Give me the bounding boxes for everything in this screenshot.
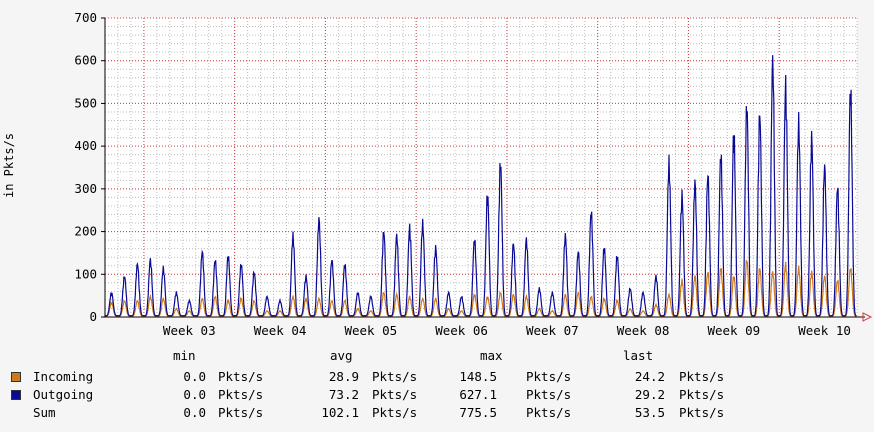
outgoing-min: 0.0: [183, 387, 206, 402]
legend-header-last: last: [623, 348, 654, 363]
outgoing-max: 627.1: [459, 387, 497, 402]
side-watermark: [864, 6, 872, 126]
sum-max: 775.5: [459, 405, 497, 420]
legend-table: min avg max last Incoming 0.0 Pkts/s 28.…: [0, 346, 874, 432]
outgoing-avg-unit: Pkts/s: [372, 387, 418, 402]
sum-min-unit: Pkts/s: [218, 405, 264, 420]
y-tick-label: 500: [74, 95, 97, 110]
y-tick-label: 0: [89, 309, 97, 324]
legend-header-avg: avg: [330, 348, 353, 363]
incoming-avg-unit: Pkts/s: [372, 369, 418, 384]
y-tick-label: 700: [74, 10, 97, 25]
legend-label-sum: Sum: [33, 405, 56, 420]
chart-area: 0 100 200 300 400 500 600 700 Week 03 Week 04 Week…: [2, 6, 873, 338]
outgoing-last-unit: Pkts/s: [679, 387, 725, 402]
y-tick-label: 400: [74, 138, 97, 153]
x-tick-label: Week 09: [707, 323, 760, 338]
x-tick-label: Week 05: [344, 323, 397, 338]
outgoing-swatch: [11, 390, 21, 400]
outgoing-avg: 73.2: [328, 387, 359, 402]
legend-row-incoming: Incoming 0.0 Pkts/s 28.9 Pkts/s 148.5 Pk…: [0, 368, 874, 386]
x-tick-label: Week 03: [163, 323, 216, 338]
legend-label-incoming: Incoming: [33, 369, 94, 384]
traffic-chart: 0 100 200 300 400 500 600 700 Week 03 Week 04 Week…: [74, 10, 873, 338]
incoming-avg: 28.9: [328, 369, 359, 384]
y-tick-label: 200: [74, 224, 97, 239]
sum-last: 53.5: [634, 405, 665, 420]
legend-header-max: max: [480, 348, 503, 363]
x-axis-arrow: [862, 312, 873, 322]
x-tick-label: Week 10: [798, 323, 851, 338]
incoming-last-unit: Pkts/s: [679, 369, 725, 384]
incoming-max-unit: Pkts/s: [526, 369, 572, 384]
incoming-min-unit: Pkts/s: [218, 369, 264, 384]
incoming-swatch: [11, 372, 21, 382]
sum-avg-unit: Pkts/s: [372, 405, 418, 420]
outgoing-min-unit: Pkts/s: [218, 387, 264, 402]
outgoing-max-unit: Pkts/s: [526, 387, 572, 402]
sum-max-unit: Pkts/s: [526, 405, 572, 420]
y-tick-label: 600: [74, 53, 97, 68]
y-tick-label: 300: [74, 181, 97, 196]
series-line-outgoing: [105, 55, 857, 317]
legend-row-sum: Sum 0.0 Pkts/s 102.1 Pkts/s 775.5 Pkts/s…: [0, 404, 874, 422]
legend-row-outgoing: Outgoing 0.0 Pkts/s 73.2 Pkts/s 627.1 Pk…: [0, 386, 874, 404]
legend-label-outgoing: Outgoing: [33, 387, 94, 402]
sum-avg: 102.1: [321, 405, 359, 420]
sum-min: 0.0: [183, 405, 206, 420]
outgoing-last: 29.2: [634, 387, 665, 402]
legend-header-min: min: [173, 348, 196, 363]
incoming-last: 24.2: [634, 369, 665, 384]
x-tick-label: Week 06: [435, 323, 488, 338]
sum-last-unit: Pkts/s: [679, 405, 725, 420]
y-tick-label: 100: [74, 266, 97, 281]
y-axis-title: in Pkts/s: [2, 132, 16, 198]
x-tick-label: Week 04: [254, 323, 307, 338]
incoming-min: 0.0: [183, 369, 206, 384]
x-tick-label: Week 08: [617, 323, 670, 338]
x-tick-label: Week 07: [526, 323, 579, 338]
incoming-max: 148.5: [459, 369, 497, 384]
